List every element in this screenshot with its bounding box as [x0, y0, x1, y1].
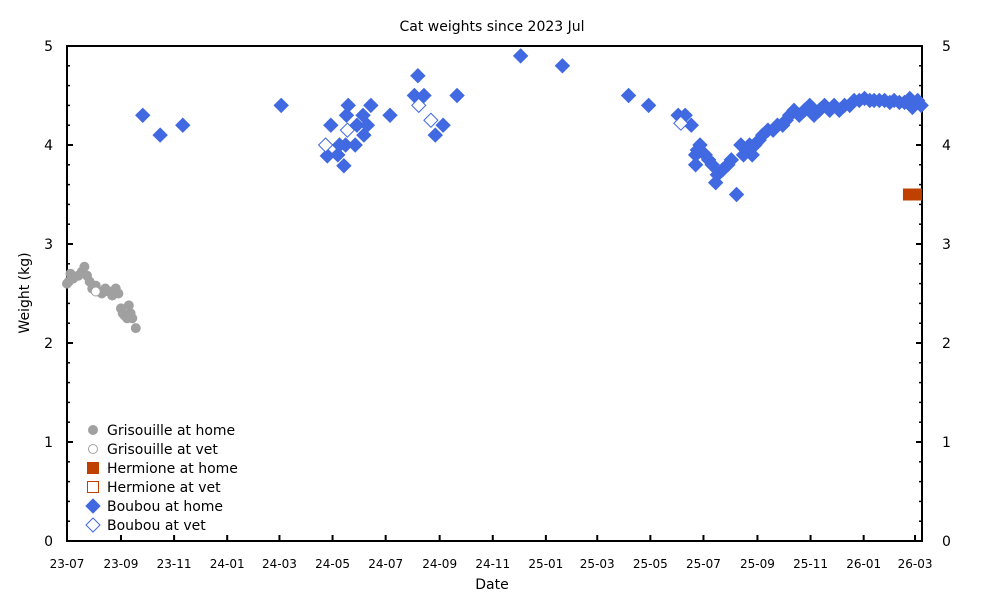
data-point [79, 261, 90, 272]
data-point [673, 115, 689, 131]
data-point [411, 97, 427, 114]
data-point [909, 188, 922, 201]
x-tick-label: 25-03 [580, 557, 615, 571]
data-point [175, 117, 191, 133]
data-point [127, 313, 138, 324]
legend-marker [88, 425, 98, 435]
data-point [330, 147, 346, 163]
data-point [449, 87, 465, 104]
y-axis-label: Weight (kg) [17, 252, 33, 333]
data-point [640, 97, 657, 114]
legend-label: Grisouille at vet [107, 442, 218, 458]
data-point [410, 67, 426, 84]
y-tick-label: 5 [44, 39, 53, 55]
legend-marker [85, 517, 101, 533]
y-tick-label-right: 3 [942, 237, 951, 253]
data-point [130, 323, 141, 334]
x-tick-label: 24-01 [210, 557, 245, 571]
legend-label: Boubou at home [107, 499, 223, 515]
data-point [273, 97, 289, 114]
data-point [512, 48, 529, 64]
axes: 0 0 1 1 2 2 3 3 4 4 5 5 23-07 23-09 23-11 24-01 24-03 24-… [44, 39, 951, 571]
y-tick-label: 1 [44, 435, 53, 451]
x-tick-label: 23-07 [50, 557, 85, 571]
x-tick-label: 25-09 [740, 557, 775, 571]
data-point [347, 137, 363, 153]
y-tick-label-right: 4 [942, 138, 951, 154]
data-point [554, 58, 571, 74]
legend-marker [87, 462, 99, 474]
plot-frame [66, 45, 923, 542]
data-point [687, 157, 704, 173]
y-tick-label: 2 [44, 336, 53, 352]
legend-label: Hermione at home [107, 461, 238, 477]
data-point [336, 158, 352, 174]
data-point [359, 117, 376, 133]
data-point [323, 117, 339, 133]
data-point [135, 107, 151, 124]
x-tick-label: 26-01 [846, 557, 881, 571]
x-tick-label: 24-07 [368, 557, 403, 571]
y-tick-label-right: 2 [942, 336, 951, 352]
legend-label: Boubou at vet [107, 518, 206, 534]
x-tick-label: 23-11 [157, 557, 192, 571]
x-tick-label: 26-03 [898, 557, 933, 571]
y-tick-label: 4 [44, 138, 53, 154]
y-tick-label: 0 [44, 534, 53, 550]
x-tick-label: 25-07 [686, 557, 721, 571]
y-tick-label-right: 5 [942, 39, 951, 55]
data-point [723, 152, 740, 168]
legend-label: Grisouille at home [107, 423, 235, 439]
data-point [416, 87, 432, 104]
x-tick-label: 24-11 [475, 557, 510, 571]
x-tick-label: 25-05 [633, 557, 668, 571]
data-point [620, 87, 637, 104]
data-point [728, 186, 745, 203]
legend-label: Hermione at vet [107, 480, 221, 496]
x-tick-label: 23-09 [104, 557, 139, 571]
data-point [338, 107, 355, 124]
legend-marker [85, 498, 101, 514]
y-tick-label-right: 0 [942, 534, 951, 550]
legend: Grisouille at home Grisouille at vet Hermi… [85, 423, 238, 534]
x-tick-label: 25-01 [528, 557, 563, 571]
x-tick-label: 24-03 [262, 557, 297, 571]
data-point [692, 137, 708, 153]
data-point [435, 117, 451, 133]
x-axis-label: Date [475, 577, 508, 593]
data-point [317, 137, 334, 153]
data-point [427, 127, 444, 143]
legend-marker [87, 481, 99, 493]
data-point [913, 97, 929, 114]
x-tick-label: 25-11 [793, 557, 828, 571]
data-points [62, 48, 929, 334]
data-point [704, 157, 720, 173]
legend-marker [88, 444, 98, 454]
data-point [340, 97, 356, 114]
data-point [113, 288, 124, 299]
x-tick-label: 24-09 [422, 557, 457, 571]
data-point [90, 286, 101, 297]
data-point [363, 97, 379, 114]
x-tick-label: 24-05 [315, 557, 350, 571]
data-point [152, 127, 168, 143]
chart-title: Cat weights since 2023 Jul [399, 19, 584, 35]
data-point [339, 122, 356, 138]
y-tick-label: 3 [44, 237, 53, 253]
data-point [382, 107, 398, 124]
y-tick-label-right: 1 [942, 435, 951, 451]
data-point [423, 112, 439, 128]
